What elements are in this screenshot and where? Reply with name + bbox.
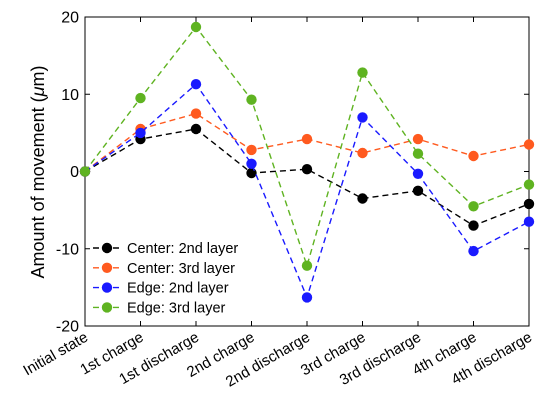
legend-label: Edge: 3rd layer <box>127 300 226 316</box>
legend-marker <box>101 282 113 293</box>
data-point <box>190 21 202 33</box>
data-point <box>412 185 424 196</box>
legend-label: Edge: 2nd layer <box>127 281 229 297</box>
x-tick-label: Initial state <box>20 329 91 380</box>
data-point <box>190 79 202 90</box>
data-point <box>468 150 479 162</box>
y-tick-label: -10 <box>56 241 79 258</box>
data-point <box>135 127 146 139</box>
data-point <box>190 123 202 135</box>
series-line <box>84 128 530 227</box>
data-point <box>246 94 257 105</box>
y-tick-label: 10 <box>61 87 79 104</box>
data-point <box>301 260 313 271</box>
data-point <box>523 198 535 210</box>
data-point <box>357 67 368 78</box>
series-line <box>84 25 530 269</box>
y-tick-label: 20 <box>61 10 79 27</box>
series-4 <box>79 21 535 271</box>
data-point <box>468 201 479 212</box>
data-point <box>412 168 424 179</box>
y-axis-label: Amount of movement (μm) <box>28 66 48 279</box>
data-point <box>301 133 313 145</box>
data-point <box>523 179 535 190</box>
legend-item: Center: 3rd layer <box>93 261 235 277</box>
legend-marker <box>101 302 113 313</box>
data-point <box>301 292 313 303</box>
data-point <box>357 147 368 159</box>
data-point <box>412 148 424 159</box>
data-point <box>523 139 535 150</box>
y-tick-label: 0 <box>70 164 79 181</box>
data-point <box>357 112 368 123</box>
data-point <box>246 158 257 169</box>
legend-label: Center: 2nd layer <box>127 241 238 257</box>
data-point <box>412 133 424 145</box>
legend-marker <box>101 262 113 273</box>
y-tick-label: -20 <box>56 319 79 336</box>
data-point <box>135 92 146 104</box>
data-point <box>190 108 202 119</box>
legend-item: Edge: 3rd layer <box>93 300 226 316</box>
data-point <box>79 166 91 177</box>
data-point <box>523 216 535 227</box>
legend-marker <box>101 242 113 254</box>
legend-item: Center: 2nd layer <box>93 241 238 257</box>
data-point <box>468 245 479 257</box>
data-point <box>468 220 479 231</box>
legend-item: Edge: 2nd layer <box>93 281 229 297</box>
data-point <box>246 144 257 156</box>
data-point <box>301 164 313 175</box>
legend-label: Center: 3rd layer <box>127 261 235 277</box>
data-point <box>246 167 257 179</box>
data-point <box>357 193 368 204</box>
legend: Center: 2nd layer Center: 3rd layer Edge: … <box>93 241 238 316</box>
